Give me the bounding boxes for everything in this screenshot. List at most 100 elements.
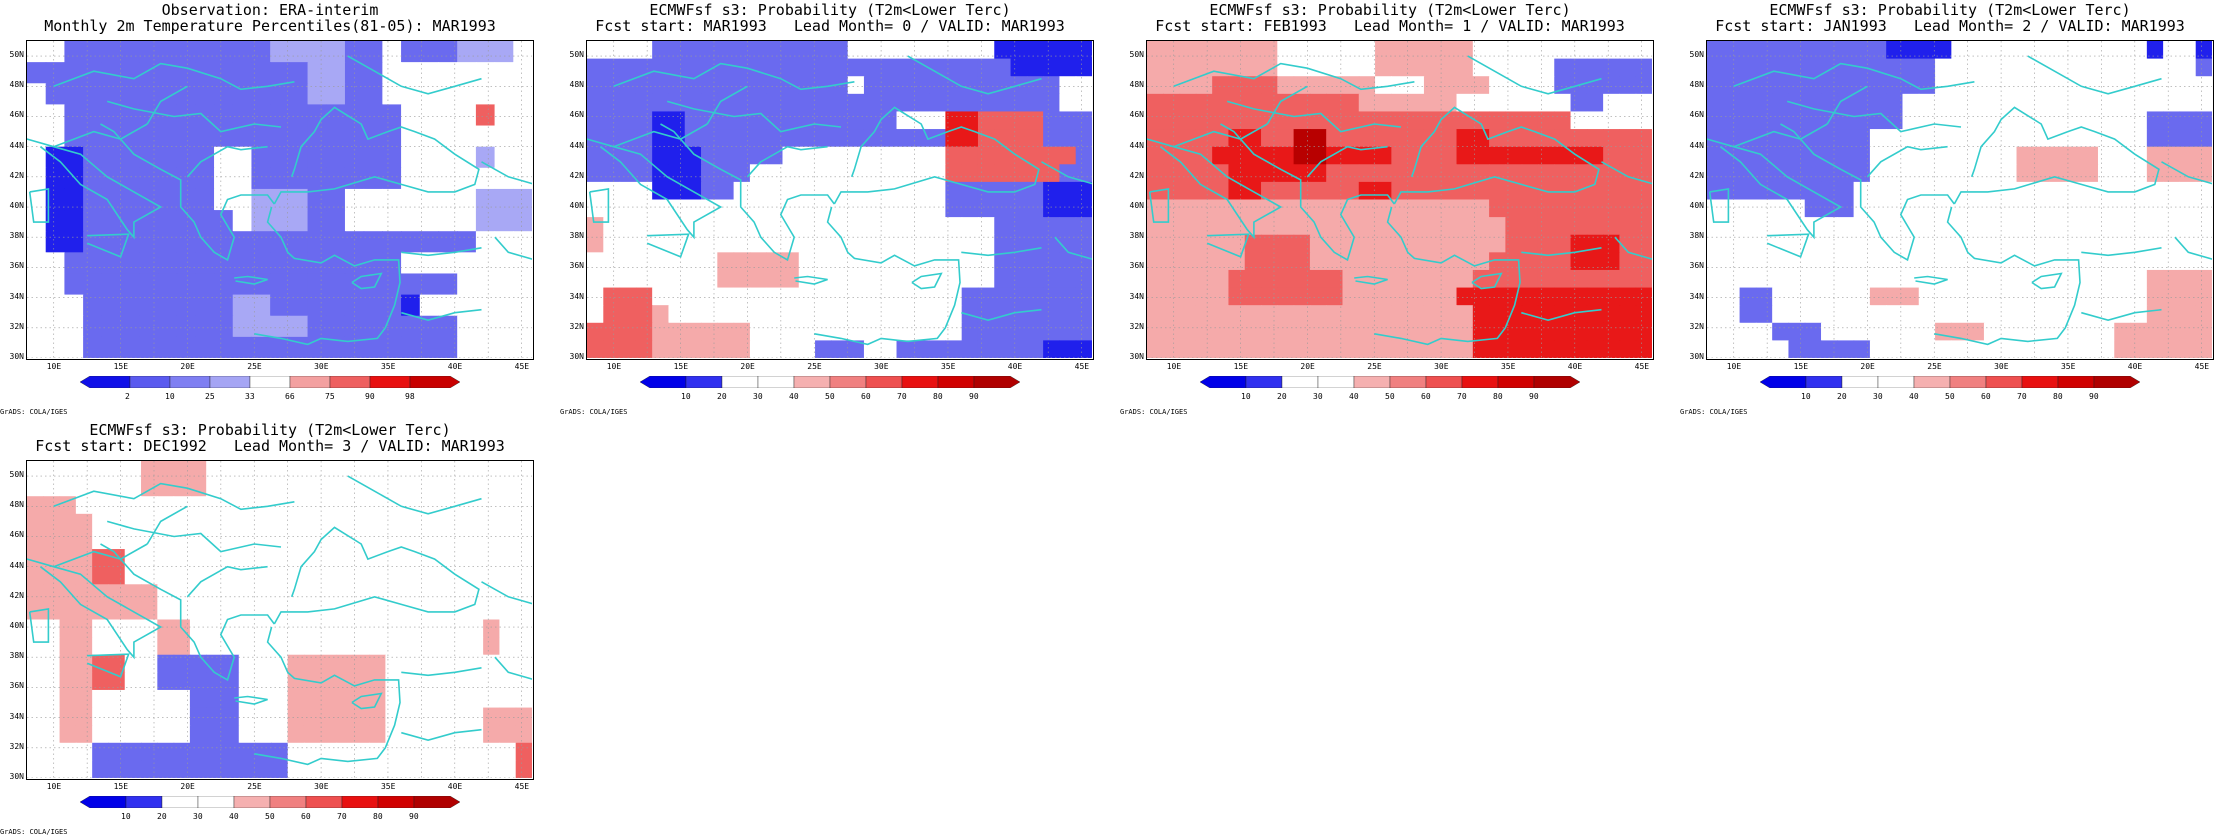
grid-cell: [2016, 305, 2034, 324]
grid-cell: [157, 146, 178, 169]
grid-cell: [222, 760, 240, 778]
grid-cell: [466, 725, 484, 744]
grid-cell: [1505, 41, 1523, 60]
colorbar-label: 2: [125, 392, 130, 401]
grid-cell: [1293, 164, 1311, 183]
grid-cell: [798, 322, 816, 341]
grid-cell: [434, 531, 452, 550]
grid-cell: [912, 181, 930, 201]
lat-tick-label: 30N: [9, 771, 24, 781]
grid-cell: [475, 167, 496, 190]
grid-cell: [157, 601, 175, 621]
grid-cell: [401, 231, 421, 253]
grid-cell: [798, 58, 816, 77]
grid-cell: [587, 58, 604, 77]
grid-cell: [1026, 41, 1044, 60]
grid-cell: [994, 199, 1012, 218]
grid-cell: [369, 566, 386, 585]
grid-cell: [2130, 252, 2148, 271]
grid-cell: [1059, 41, 1077, 60]
grid-cell: [222, 461, 240, 480]
grid-cell: [434, 566, 452, 585]
grid-cell: [1277, 217, 1295, 236]
grid-cell: [961, 164, 979, 183]
grid-cell: [173, 707, 191, 726]
grid-cell: [717, 181, 735, 201]
grid-cell: [124, 478, 142, 497]
grid-cell: [2163, 217, 2181, 236]
grid-cell: [287, 760, 305, 778]
grid-cell: [27, 231, 47, 253]
grid-cell: [1293, 76, 1311, 95]
grid-cell: [251, 41, 271, 63]
grid-cell: [1163, 217, 1181, 236]
grid-cell: [1788, 58, 1806, 77]
grid-cell: [1619, 181, 1637, 201]
grid-cell: [668, 199, 686, 218]
grid-cell: [2065, 58, 2083, 77]
grid-cell: [417, 760, 435, 778]
grid-cell: [1163, 76, 1181, 95]
grid-cell: [896, 76, 914, 95]
grid-cell: [961, 111, 979, 130]
grid-cell: [2049, 252, 2066, 271]
map-area: [1706, 40, 2214, 360]
grid-cell: [434, 461, 452, 480]
grid-cell: [1983, 269, 2001, 289]
grid-cell: [1075, 181, 1092, 201]
grid-cell: [232, 188, 253, 211]
grid-cell: [238, 496, 256, 515]
grid-cell: [863, 234, 881, 253]
grid-cell: [2097, 252, 2115, 271]
grid-cell: [43, 689, 61, 709]
grid-cell: [1075, 199, 1092, 218]
grid-cell: [255, 707, 272, 726]
grid-cell: [27, 707, 44, 726]
colorbar-swatch: [1877, 376, 1915, 388]
grid-cell: [1804, 305, 1822, 324]
grid-cell: [173, 584, 191, 603]
grid-cell: [238, 742, 256, 761]
grid-cell: [64, 188, 84, 211]
grid-cell: [417, 496, 435, 515]
grid-cell: [1261, 129, 1278, 148]
grid-cell: [766, 322, 784, 341]
grid-cell: [157, 584, 175, 603]
lon-tick-label: 35E: [380, 362, 396, 371]
grid-cell: [141, 619, 158, 638]
grid-cell: [124, 619, 142, 638]
grid-cell: [1358, 287, 1376, 306]
grid-cell: [457, 146, 477, 169]
grid-cell: [945, 41, 963, 60]
grid-cell: [206, 496, 224, 515]
grid-cell: [1391, 41, 1409, 60]
grid-cell: [1739, 217, 1757, 236]
grid-cell: [1472, 76, 1490, 95]
grid-cell: [494, 146, 514, 169]
grid-cell: [1902, 269, 1920, 289]
grid-cell: [1570, 199, 1588, 218]
grid-cell: [176, 83, 196, 105]
grid-cell: [270, 83, 290, 105]
grid-cell: [1423, 129, 1441, 148]
grid-cell: [2016, 164, 2034, 183]
grid-cell: [1570, 111, 1588, 130]
grid-cell: [270, 125, 290, 148]
colorbar-label: 70: [2017, 392, 2027, 401]
grid-cell: [1456, 199, 1474, 218]
grid-cell: [466, 496, 484, 515]
grid-cell: [141, 707, 158, 726]
grid-cell: [352, 672, 370, 691]
grid-cell: [652, 146, 670, 165]
grid-cell: [173, 654, 191, 673]
grid-cell: [92, 637, 110, 656]
grid-cell: [961, 76, 979, 95]
grid-cell: [45, 336, 65, 358]
colorbar-label: 30: [1873, 392, 1883, 401]
grid-cell: [83, 62, 103, 84]
grid-cell: [2032, 322, 2050, 341]
grid-cell: [1739, 340, 1757, 358]
grid-cell: [847, 164, 865, 183]
grid-cell: [1358, 146, 1376, 165]
grid-cell: [382, 83, 402, 105]
